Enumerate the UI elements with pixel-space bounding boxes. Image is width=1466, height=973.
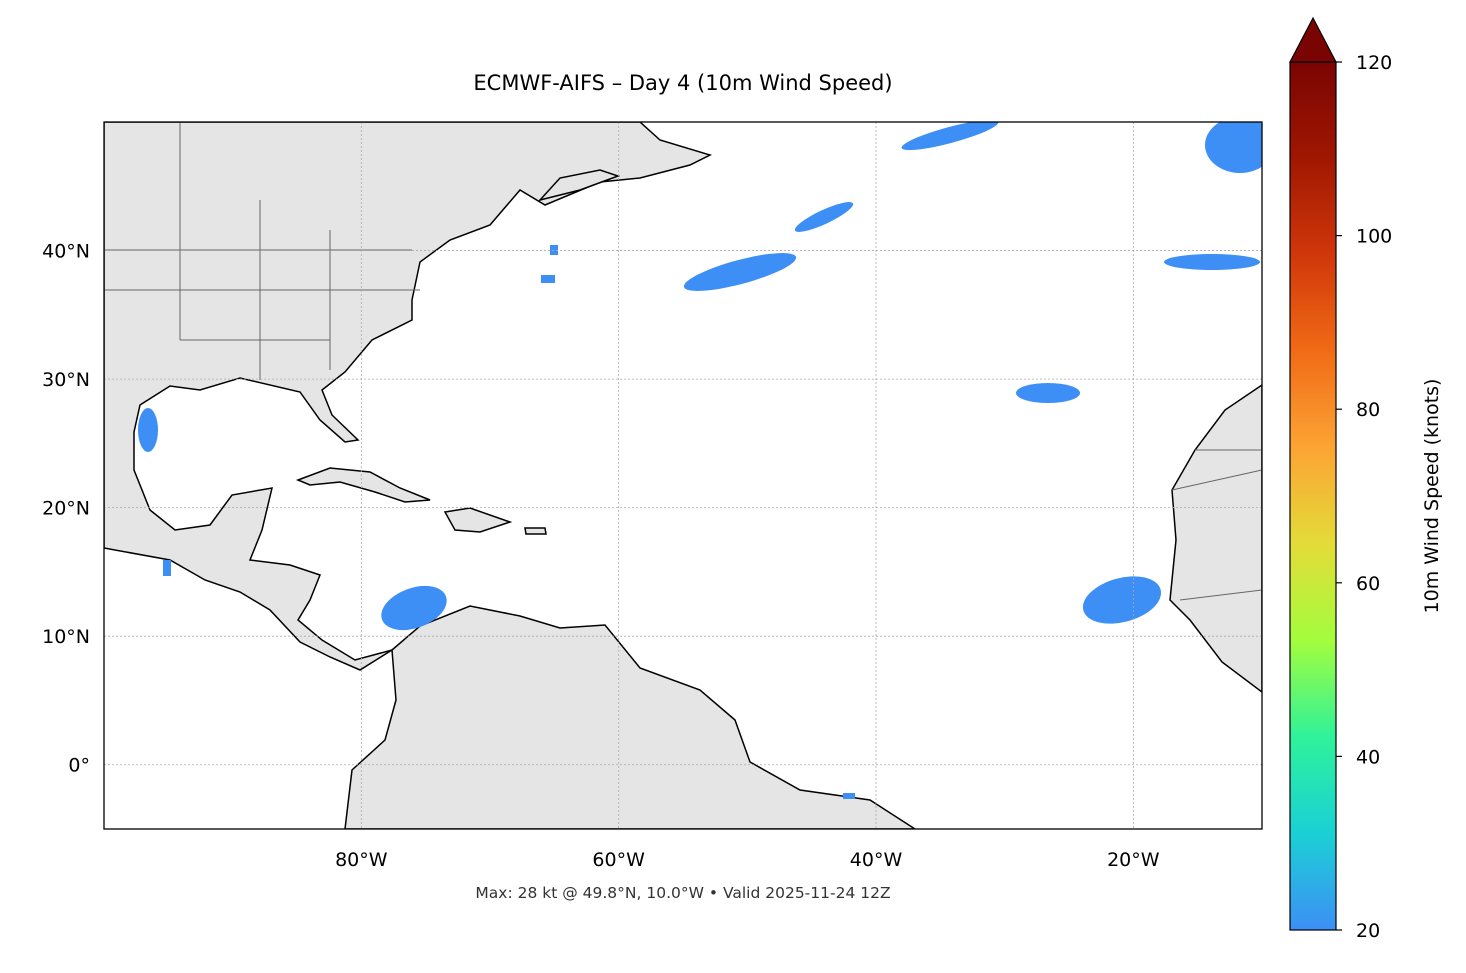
- hispaniola: [443, 507, 513, 533]
- wind-area: [541, 275, 555, 283]
- wind-area: [138, 408, 158, 452]
- wind-area: [550, 245, 558, 255]
- annotation: Max: 28 kt @ 49.8°N, 10.0°W • Valid 2025…: [475, 884, 890, 902]
- y-tick-label: 10°N: [42, 626, 90, 648]
- north-america: [104, 122, 713, 671]
- colorbar-tick-label: 20: [1356, 920, 1380, 942]
- colorbar-label: 10m Wind Speed (knots): [1421, 379, 1443, 614]
- colorbar: [1289, 61, 1337, 931]
- wind-area: [381, 585, 447, 631]
- wind-area: [683, 253, 797, 291]
- y-tick-label: 0°: [68, 755, 90, 777]
- x-tick-label: 20°W: [1107, 849, 1160, 871]
- nova-scotia: [537, 169, 621, 202]
- y-tick-label: 20°N: [42, 498, 90, 520]
- wind-area: [901, 122, 999, 151]
- colorbar-tick-label: 80: [1356, 399, 1380, 421]
- wind-area: [163, 560, 171, 576]
- x-tick-label: 60°W: [592, 849, 645, 871]
- state-borders: [104, 122, 1262, 601]
- y-tick-label: 30°N: [42, 369, 90, 391]
- south-america: [344, 605, 917, 829]
- x-tick-label: 40°W: [850, 849, 903, 871]
- wind-area: [1205, 122, 1262, 173]
- wind-area: [1164, 254, 1260, 270]
- map-frame: [103, 121, 1263, 830]
- map-area: [104, 122, 1262, 829]
- wind-area: [1016, 383, 1080, 403]
- africa: [1169, 384, 1262, 693]
- colorbar-tick-label: 40: [1356, 746, 1380, 768]
- chart-title: ECMWF-AIFS – Day 4 (10m Wind Speed): [473, 71, 892, 95]
- cuba: [295, 467, 431, 503]
- puerto-rico: [524, 527, 547, 535]
- y-tick-label: 40°N: [42, 241, 90, 263]
- wind-area: [1082, 576, 1162, 624]
- colorbar-tick-label: 100: [1356, 226, 1392, 248]
- colorbar-tick-label: 60: [1356, 573, 1380, 595]
- x-tick-label: 80°W: [335, 849, 388, 871]
- wind-area: [794, 202, 854, 232]
- wind-area: [843, 793, 855, 799]
- colorbar-tick-label: 120: [1356, 52, 1392, 74]
- grid: [104, 122, 1262, 829]
- colorbar-extend: [1289, 16, 1337, 63]
